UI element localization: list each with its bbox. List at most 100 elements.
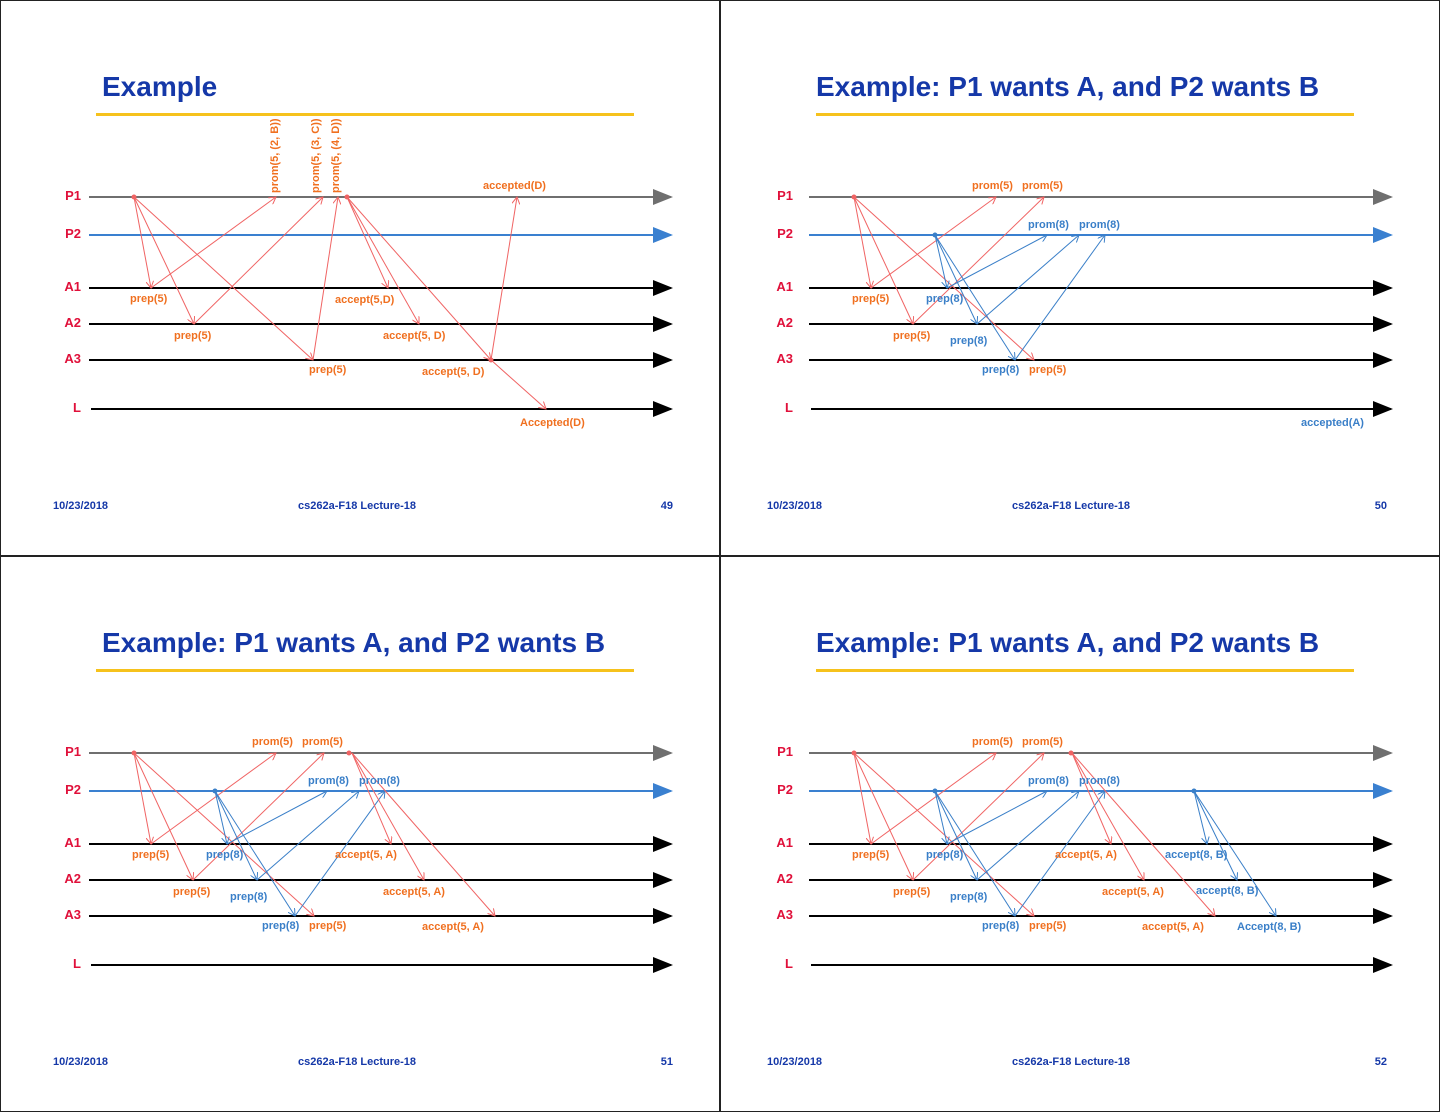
p2-message-arrow bbox=[946, 235, 1047, 289]
lane-label-a1: A1 bbox=[776, 279, 793, 294]
message-origin-dot bbox=[932, 788, 938, 794]
message-label: prep(8) bbox=[206, 849, 244, 861]
p1-message-arrow bbox=[346, 196, 419, 324]
message-label: prom(5) bbox=[1022, 180, 1063, 192]
message-label: prep(8) bbox=[926, 849, 964, 861]
p1-message-arrow bbox=[870, 197, 996, 289]
lane-label-l: L bbox=[73, 956, 81, 971]
p2-message-arrow bbox=[1014, 235, 1105, 361]
lane-label-l: L bbox=[73, 400, 81, 415]
message-label: Accepted(D) bbox=[520, 417, 585, 429]
lane-label-l: L bbox=[785, 400, 793, 415]
message-label: accept(5, A) bbox=[335, 849, 397, 861]
p1-message-arrow bbox=[133, 752, 314, 916]
message-label: prep(8) bbox=[262, 920, 300, 932]
p1-message-arrow bbox=[133, 196, 151, 288]
p2-message-arrow bbox=[946, 791, 1047, 845]
message-label: prom(5, (4, D)) bbox=[330, 118, 342, 193]
lane-label-p2: P2 bbox=[65, 782, 81, 797]
p2-message-arrow bbox=[226, 791, 327, 845]
p1-message-arrow bbox=[150, 197, 276, 289]
p2-message-arrow bbox=[934, 790, 1015, 916]
message-label: prep(8) bbox=[950, 891, 988, 903]
p1-message-arrow bbox=[133, 752, 151, 844]
slide-51: Example: P1 wants A, and P2 wants B P1 P2… bbox=[0, 556, 720, 1112]
message-origin-dot bbox=[1191, 788, 1197, 794]
message-label: prom(5) bbox=[252, 736, 293, 748]
p2-message-arrow bbox=[934, 790, 947, 844]
p1-message-arrow bbox=[346, 196, 388, 288]
p1-message-arrow bbox=[870, 753, 996, 845]
p2-message-arrow bbox=[934, 234, 1015, 360]
message-label: accept(5, A) bbox=[1102, 886, 1164, 898]
p1-message-arrow bbox=[193, 197, 323, 325]
message-label: prep(5) bbox=[174, 330, 212, 342]
p2-message-arrow bbox=[976, 235, 1079, 325]
p1-message-arrow bbox=[1071, 752, 1215, 916]
lane-label-a1: A1 bbox=[64, 835, 81, 850]
p2-message-arrow bbox=[934, 790, 977, 880]
p1-message-arrow bbox=[853, 752, 1034, 916]
message-label: prep(8) bbox=[230, 891, 268, 903]
p2-message-arrow bbox=[214, 790, 295, 916]
lane-label-a2: A2 bbox=[776, 315, 793, 330]
p2-message-arrow bbox=[294, 791, 385, 917]
message-label: prom(5) bbox=[972, 180, 1013, 192]
message-label: prom(8) bbox=[1079, 219, 1120, 231]
slide-50: Example: P1 wants A, and P2 wants B P1 P2… bbox=[720, 0, 1440, 556]
message-origin-dot bbox=[851, 194, 857, 200]
message-origin-dot bbox=[346, 750, 352, 756]
message-sequence-diagram: prom(5) prom(5) prom(8) prom(8) prep(5) prep(… bbox=[89, 736, 673, 973]
message-label: prep(5) bbox=[1029, 364, 1067, 376]
p1-message-arrow bbox=[490, 359, 546, 409]
p2-message-arrow bbox=[976, 791, 1079, 881]
message-label: prep(8) bbox=[982, 364, 1020, 376]
page-number: 52 bbox=[1374, 1056, 1387, 1068]
message-sequence-diagram: prom(5) prom(5) prom(8) prom(8) prep(5) prep(… bbox=[809, 736, 1393, 973]
message-label: accept(5, D) bbox=[422, 366, 485, 378]
footer-course: cs262a-F18 Lecture-18 bbox=[1012, 1056, 1131, 1068]
title-underline bbox=[816, 113, 1354, 116]
p2-message-arrow bbox=[1014, 791, 1105, 917]
message-label: prep(5) bbox=[132, 849, 170, 861]
p1-message-arrow bbox=[853, 196, 913, 324]
message-label: prom(8) bbox=[1028, 775, 1069, 787]
message-label: prep(8) bbox=[926, 293, 964, 305]
footer-date: 10/23/2018 bbox=[53, 500, 109, 512]
message-label: prom(5, (2, B)) bbox=[269, 118, 281, 193]
p1-message-arrow bbox=[133, 196, 194, 324]
message-label: accept(8, B) bbox=[1196, 885, 1259, 897]
message-sequence-diagram: prom(5, (2, B)) prom(5, (3, C)) prom(5, (4… bbox=[89, 118, 673, 429]
message-label: prom(5) bbox=[302, 736, 343, 748]
message-label: prom(5) bbox=[972, 736, 1013, 748]
footer-course: cs262a-F18 Lecture-18 bbox=[1012, 500, 1131, 512]
lane-label-p2: P2 bbox=[777, 226, 793, 241]
title-underline bbox=[96, 669, 634, 672]
lane-label-a2: A2 bbox=[776, 871, 793, 886]
message-origin-dot bbox=[851, 750, 857, 756]
message-label: prom(8) bbox=[359, 775, 400, 787]
message-label: prep(5) bbox=[309, 364, 347, 376]
p1-message-arrow bbox=[912, 197, 1044, 325]
p2-message-arrow bbox=[256, 791, 359, 881]
message-label: accept(5, A) bbox=[1055, 849, 1117, 861]
p2-message-arrow bbox=[214, 790, 257, 880]
page-number: 49 bbox=[660, 500, 673, 512]
p2-message-arrow bbox=[1193, 790, 1237, 880]
p1-message-arrow bbox=[346, 196, 491, 360]
message-label: prom(8) bbox=[1028, 219, 1069, 231]
lane-label-a3: A3 bbox=[64, 907, 81, 922]
p1-message-arrow bbox=[351, 752, 495, 916]
message-label: accept(5, A) bbox=[422, 921, 484, 933]
message-label: accepted(A) bbox=[1301, 417, 1364, 429]
lane-label-p1: P1 bbox=[777, 188, 793, 203]
footer-date: 10/23/2018 bbox=[53, 1056, 109, 1068]
p1-message-arrow bbox=[150, 753, 276, 845]
p1-message-arrow bbox=[490, 197, 517, 361]
lane-label-l: L bbox=[785, 956, 793, 971]
message-origin-dot bbox=[932, 232, 938, 238]
footer-course: cs262a-F18 Lecture-18 bbox=[298, 1056, 417, 1068]
p1-message-arrow bbox=[192, 753, 324, 881]
lane-label-a1: A1 bbox=[776, 835, 793, 850]
slide-title: Example: P1 wants A, and P2 wants B bbox=[816, 71, 1320, 102]
